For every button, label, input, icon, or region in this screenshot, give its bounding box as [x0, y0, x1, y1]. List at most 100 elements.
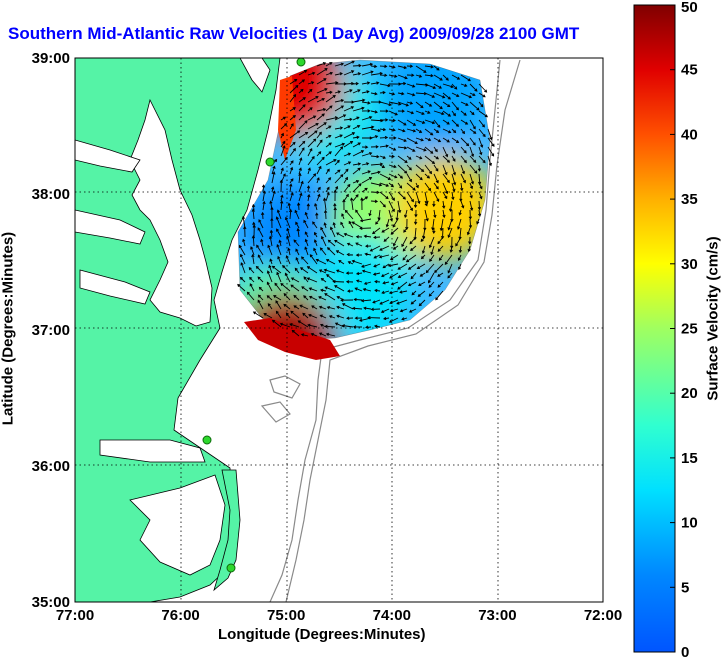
velocity-arrow: [352, 183, 362, 193]
velocity-arrow: [390, 227, 399, 235]
velocity-arrow: [437, 245, 444, 252]
velocity-arrow: [257, 276, 264, 283]
velocity-arrow: [355, 209, 363, 220]
velocity-arrow: [428, 281, 435, 288]
velocity-arrow: [433, 209, 437, 219]
velocity-arrow: [289, 160, 294, 166]
velocity-arrow: [414, 209, 418, 218]
velocity-arrow: [468, 209, 472, 220]
velocity-arrow: [280, 194, 284, 202]
velocity-arrow: [406, 182, 416, 191]
velocity-arrow: [324, 286, 336, 292]
velocity-arrow: [335, 269, 345, 274]
velocity-arrow: [406, 83, 416, 88]
velocity-arrow: [389, 272, 399, 279]
velocity-arrow: [250, 246, 255, 256]
velocity-arrow: [424, 65, 434, 69]
velocity-arrow: [298, 147, 305, 157]
velocity-arrow: [315, 212, 319, 220]
velocity-arrow: [340, 221, 345, 229]
colorbar-tick-label: 20: [681, 385, 698, 402]
velocity-arrow: [424, 92, 436, 98]
velocity-arrow: [346, 252, 354, 257]
velocity-arrow: [434, 263, 444, 274]
velocity-arrow: [355, 242, 363, 247]
velocity-arrow: [289, 148, 296, 157]
velocity-arrow: [333, 207, 337, 220]
velocity-arrow: [442, 182, 449, 195]
velocity-arrow: [375, 218, 381, 225]
velocity-arrow: [318, 332, 327, 337]
velocity-arrow: [460, 74, 471, 82]
velocity-arrow: [460, 137, 470, 147]
velocity-arrow: [380, 308, 390, 314]
velocity-arrow: [451, 146, 456, 154]
velocity-arrow: [387, 263, 399, 268]
velocity-arrow: [433, 164, 439, 172]
velocity-arrow: [325, 125, 332, 130]
velocity-arrow: [352, 63, 362, 68]
velocity-arrow: [334, 114, 347, 121]
velocity-arrow: [256, 244, 264, 256]
velocity-arrow: [415, 155, 423, 160]
velocity-arrow: [341, 303, 354, 310]
velocity-arrow: [276, 209, 282, 220]
velocity-arrow: [307, 96, 319, 103]
velocity-arrow: [334, 90, 341, 94]
velocity-arrow: [320, 235, 327, 247]
velocity-arrow: [406, 101, 414, 105]
velocity-arrow: [419, 272, 426, 277]
velocity-arrow: [306, 277, 318, 283]
velocity-arrow: [298, 88, 304, 94]
velocity-arrow: [303, 295, 309, 301]
velocity-arrow: [451, 110, 456, 117]
velocity-arrow: [258, 219, 264, 229]
velocity-arrow: [389, 254, 399, 260]
velocity-arrow: [415, 191, 421, 205]
velocity-arrow: [335, 250, 345, 256]
velocity-arrow: [307, 130, 318, 139]
bay-inlet-1: [75, 139, 141, 173]
velocity-arrow: [343, 161, 352, 166]
velocity-arrow: [442, 92, 451, 100]
colorbar-tick-label: 30: [681, 256, 698, 273]
velocity-arrow: [460, 173, 466, 184]
velocity-arrow: [377, 209, 381, 221]
velocity-arrow: [397, 92, 405, 96]
velocity-arrow: [460, 200, 465, 209]
velocity-arrow: [469, 173, 475, 185]
velocity-arrow: [442, 200, 446, 209]
velocity-arrow: [367, 316, 381, 320]
velocity-arrow: [306, 185, 311, 193]
velocity-arrow: [336, 314, 345, 319]
velocity-arrow: [343, 152, 352, 157]
velocity-arrow: [299, 267, 309, 274]
velocity-arrow: [334, 126, 344, 130]
velocity-arrow: [418, 299, 426, 307]
velocity-arrow: [392, 218, 399, 228]
velocity-arrow: [379, 64, 388, 69]
velocity-arrow: [316, 151, 322, 157]
velocity-arrow: [307, 81, 315, 85]
velocity-arrow: [280, 282, 291, 292]
velocity-arrow: [280, 145, 286, 157]
velocity-arrow: [334, 142, 346, 148]
velocity-arrow: [417, 290, 426, 297]
colorbar-tick-label: 40: [681, 126, 698, 143]
velocity-arrow: [406, 191, 414, 203]
velocity-arrow: [325, 116, 339, 121]
velocity-arrow: [289, 94, 297, 103]
velocity-arrow: [295, 221, 300, 229]
velocity-arrow: [415, 101, 424, 109]
velocity-arrow: [326, 305, 336, 310]
velocity-arrow: [458, 245, 463, 254]
velocity-arrow: [409, 236, 417, 245]
velocity-arrow: [433, 74, 443, 81]
velocity-arrow: [294, 267, 300, 274]
velocity-arrow: [428, 290, 435, 297]
velocity-arrow: [248, 267, 255, 274]
velocity-arrow: [424, 200, 428, 207]
velocity-arrow: [373, 263, 381, 268]
velocity-arrow: [442, 128, 452, 134]
velocity-arrow: [318, 269, 327, 274]
